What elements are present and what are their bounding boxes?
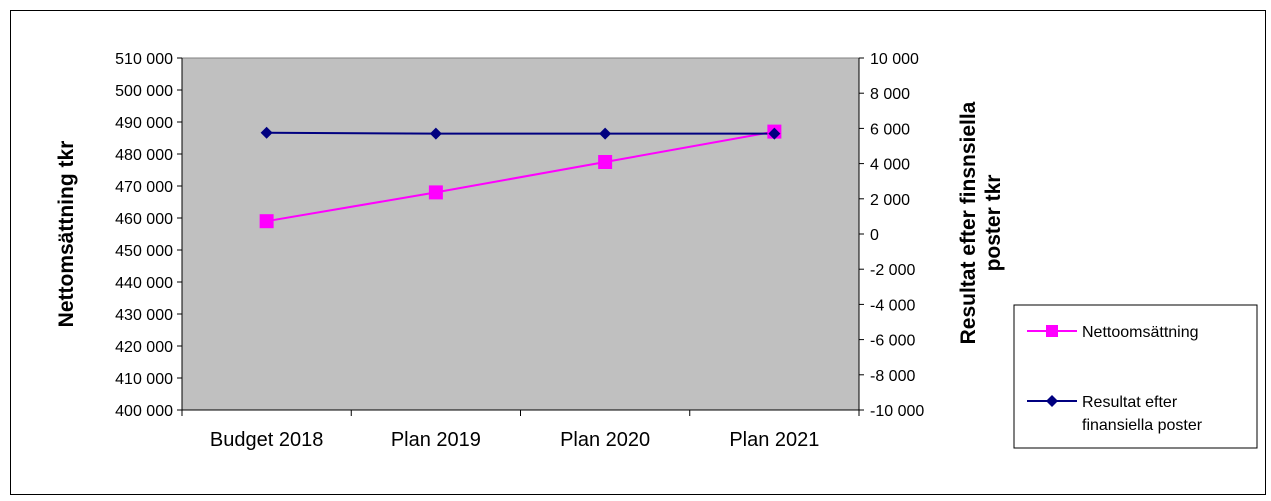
legend-label-resultat-line2: finansiella poster [1082,417,1203,434]
left-tick-label: 400 000 [115,403,173,420]
legend-marker-resultat [1046,395,1058,407]
left-tick-label: 480 000 [115,147,173,164]
right-tick-label: -4 000 [870,297,915,314]
x-tick-label: Plan 2019 [391,429,481,451]
left-tick-label: 510 000 [115,51,173,68]
right-tick-label: -8 000 [870,368,915,385]
left-axis-title: Nettomsättning tkr [55,141,78,328]
left-tick-label: 490 000 [115,115,173,132]
right-tick-label: -2 000 [870,262,915,279]
right-tick-label: 0 [870,227,879,244]
legend-label-nettoomsattning: Nettoomsättning [1082,324,1199,341]
right-axis: -10 000 -8 000 -6 000 -4 000 -2 000 0 2 000 4 0… [858,51,924,420]
left-tick-label: 420 000 [115,339,173,356]
point-resultat [260,126,273,139]
right-tick-label: 4 000 [870,157,910,174]
point-nettoomsattning [259,214,274,229]
x-axis: Budget 2018 Plan 2019 Plan 2020 Plan 2021 [181,409,860,451]
chart-svg: 400 000 410 000 420 000 430 000 440 000 450 0… [55,51,1258,451]
legend-marker-nettoomsattning [1046,325,1058,337]
right-tick-label: 6 000 [870,121,910,138]
x-tick-label: Budget 2018 [210,429,323,451]
series-layer [259,124,782,229]
left-axis: 400 000 410 000 420 000 430 000 440 000 450 0… [115,51,183,420]
right-tick-label: -6 000 [870,333,915,350]
right-tick-label: 2 000 [870,192,910,209]
legend: Nettoomsättning Resultat efter finansiel… [1013,304,1258,449]
right-axis-title-line1: Resultat efter finsnsiella [957,101,980,344]
left-tick-label: 430 000 [115,307,173,324]
left-tick-label: 460 000 [115,211,173,228]
point-nettoomsattning [598,155,613,169]
chart-frame: 400 000 410 000 420 000 430 000 440 000 450 0… [10,10,1266,495]
series-line-resultat [266,131,775,135]
left-tick-label: 470 000 [115,179,173,196]
right-axis-title-line2: poster tkr [982,175,1005,272]
left-tick-label: 440 000 [115,275,173,292]
left-tick-label: 450 000 [115,243,173,260]
legend-label-resultat-line1: Resultat efter [1082,394,1178,411]
x-tick-label: Plan 2021 [729,429,819,451]
x-tick-label: Plan 2020 [560,429,650,451]
right-tick-label: 8 000 [870,86,910,103]
right-tick-label: 10 000 [870,51,919,68]
left-tick-label: 410 000 [115,371,173,388]
point-nettoomsattning [428,185,443,200]
right-tick-label: -10 000 [870,403,924,420]
plot-area [181,57,860,411]
series-line-nettoomsattning [266,130,775,223]
left-tick-label: 500 000 [115,83,173,100]
